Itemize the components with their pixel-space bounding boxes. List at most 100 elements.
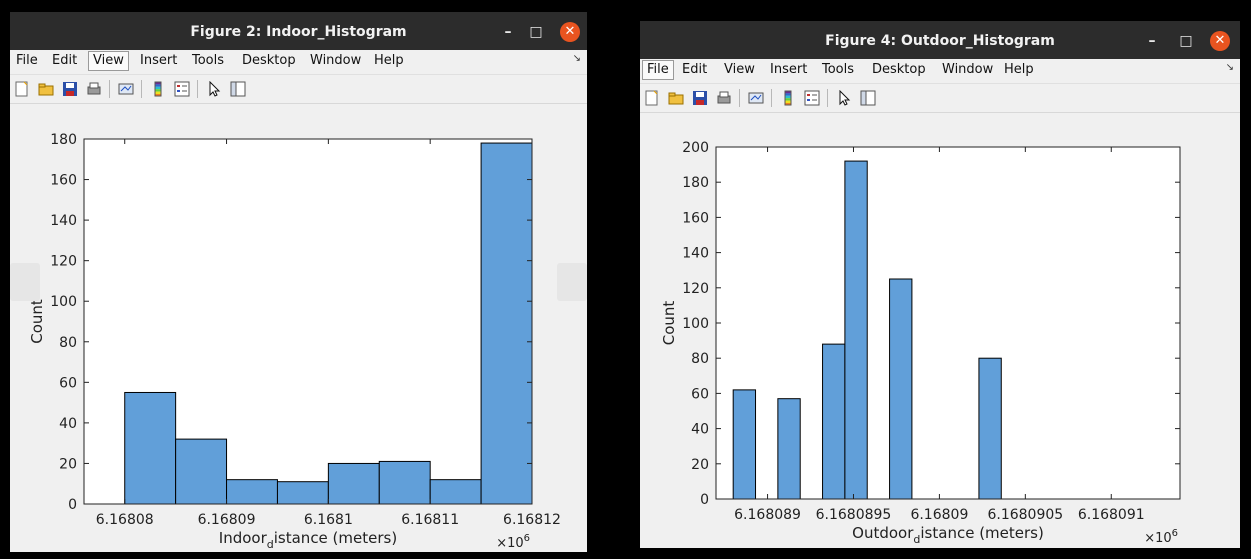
menu-file[interactable]: File xyxy=(16,53,38,68)
legend-icon[interactable] xyxy=(804,90,820,106)
figure-window-indoor: Figure 2: Indoor_Histogram – □ ✕ File Ed… xyxy=(10,12,587,552)
maximize-icon[interactable]: □ xyxy=(1179,33,1193,49)
window-titlebar[interactable]: Figure 2: Indoor_Histogram – □ ✕ xyxy=(10,12,587,52)
new-file-icon[interactable] xyxy=(14,81,30,97)
x-tick-label: 6.1680895 xyxy=(816,507,892,523)
histogram-bar xyxy=(175,438,228,505)
y-tick-label: 0 xyxy=(68,497,77,513)
histogram-bar xyxy=(889,278,913,500)
y-tick-label: 180 xyxy=(50,132,77,148)
save-icon[interactable] xyxy=(692,90,708,106)
x-tick-label: 6.16812 xyxy=(503,512,561,528)
window-titlebar[interactable]: Figure 4: Outdoor_Histogram – □ ✕ xyxy=(640,21,1240,61)
histogram-bar xyxy=(276,481,329,505)
menu-bar: File Edit View Insert Tools Desktop Wind… xyxy=(10,50,587,72)
menu-insert[interactable]: Insert xyxy=(140,53,178,68)
menu-file[interactable]: File xyxy=(642,60,674,80)
menu-help[interactable]: Help xyxy=(1004,62,1034,77)
x-tick-label: 6.168091 xyxy=(1078,507,1145,523)
menu-desktop[interactable]: Desktop xyxy=(872,62,926,77)
nav-previous-handle[interactable] xyxy=(10,263,40,301)
histogram-chart: 0 20 40 60 80 100 120 140 160 180 200 6.168089 6.168… xyxy=(660,140,1181,546)
axes-box xyxy=(83,138,533,505)
y-tick-label: 40 xyxy=(59,416,77,432)
histogram-bar xyxy=(822,343,846,500)
toolbar-separator xyxy=(109,80,110,98)
x-tick-label: 6.1680905 xyxy=(987,507,1063,523)
dock-arrow-icon[interactable]: ↘ xyxy=(1225,62,1234,73)
menu-view[interactable]: View xyxy=(88,51,129,71)
menu-tools[interactable]: Tools xyxy=(192,53,225,68)
x-tick-label: 6.168089 xyxy=(734,507,801,523)
minimize-icon[interactable]: – xyxy=(1148,33,1156,49)
menu-window[interactable]: Window xyxy=(310,53,362,68)
window-title: Figure 4: Outdoor_Histogram xyxy=(825,33,1055,49)
figure-area: 0 20 40 60 80 100 120 140 160 180 6.16808 6.16809 6.… xyxy=(10,104,587,552)
open-folder-icon[interactable] xyxy=(38,81,54,97)
y-tick-label: 80 xyxy=(59,335,77,351)
x-axis-label: Outdoordistance (meters) xyxy=(852,524,1044,546)
y-tick-label: 0 xyxy=(700,492,709,508)
open-folder-icon[interactable] xyxy=(668,90,684,106)
menu-desktop[interactable]: Desktop xyxy=(242,53,296,68)
y-tick-label: 20 xyxy=(691,457,709,473)
colorbar-icon[interactable] xyxy=(150,81,166,97)
dock-arrow-icon[interactable]: ↘ xyxy=(572,53,581,64)
histogram-bar xyxy=(732,389,757,500)
pointer-icon[interactable] xyxy=(206,81,222,97)
window-title: Figure 2: Indoor_Histogram xyxy=(190,24,407,40)
print-icon[interactable] xyxy=(86,81,102,97)
y-tick-label: 160 xyxy=(682,210,709,226)
menu-help[interactable]: Help xyxy=(374,53,404,68)
menu-view[interactable]: View xyxy=(724,62,755,77)
x-exponent-label: ×106 xyxy=(1144,528,1178,546)
menu-edit[interactable]: Edit xyxy=(52,53,78,68)
histogram-bar xyxy=(124,391,177,505)
y-tick-label: 160 xyxy=(50,173,77,189)
property-inspector-icon[interactable] xyxy=(230,81,246,97)
menu-window[interactable]: Window xyxy=(942,62,994,77)
save-icon[interactable] xyxy=(62,81,78,97)
histogram-chart: 0 20 40 60 80 100 120 140 160 180 6.16808 6.16809 6.… xyxy=(28,132,561,551)
link-plot-icon[interactable] xyxy=(118,81,134,97)
minimize-icon[interactable]: – xyxy=(504,24,512,40)
x-tick-label: 6.1681 xyxy=(304,512,353,528)
link-plot-icon[interactable] xyxy=(748,90,764,106)
y-tick-label: 20 xyxy=(59,456,77,472)
pointer-icon[interactable] xyxy=(836,90,852,106)
toolbar-separator xyxy=(739,89,740,107)
y-tick-label: 140 xyxy=(682,246,709,262)
toolbar-separator xyxy=(197,80,198,98)
histogram-bar xyxy=(327,462,380,505)
nav-next-handle[interactable] xyxy=(557,263,587,301)
y-tick-label: 140 xyxy=(50,213,77,229)
figure-area: 0 20 40 60 80 100 120 140 160 180 200 6.168089 6.168… xyxy=(640,113,1240,548)
maximize-icon[interactable]: □ xyxy=(529,24,543,40)
new-file-icon[interactable] xyxy=(644,90,660,106)
legend-icon[interactable] xyxy=(174,81,190,97)
print-icon[interactable] xyxy=(716,90,732,106)
menu-edit[interactable]: Edit xyxy=(682,62,708,77)
menu-bar: File Edit View Insert Tools Desktop Wind… xyxy=(640,59,1240,81)
y-axis-label: Count xyxy=(660,301,678,346)
property-inspector-icon[interactable] xyxy=(860,90,876,106)
y-tick-label: 60 xyxy=(59,375,77,391)
toolbar-separator xyxy=(771,89,772,107)
close-icon[interactable]: ✕ xyxy=(1210,31,1230,51)
x-exponent-label: ×106 xyxy=(496,533,530,551)
y-tick-label: 100 xyxy=(50,294,77,310)
menu-insert[interactable]: Insert xyxy=(770,62,808,77)
y-axis-label: Count xyxy=(28,299,46,344)
x-tick-label: 6.16808 xyxy=(96,512,154,528)
y-tick-label: 60 xyxy=(691,386,709,402)
histogram-bar xyxy=(480,142,533,505)
x-tick-label: 6.16809 xyxy=(198,512,256,528)
colorbar-icon[interactable] xyxy=(780,90,796,106)
histogram-bar xyxy=(226,479,278,505)
histogram-bar xyxy=(978,357,1002,500)
menu-tools[interactable]: Tools xyxy=(822,62,855,77)
histogram-bar xyxy=(429,479,482,505)
toolbar-separator xyxy=(141,80,142,98)
y-tick-label: 80 xyxy=(691,351,709,367)
close-icon[interactable]: ✕ xyxy=(560,22,580,42)
